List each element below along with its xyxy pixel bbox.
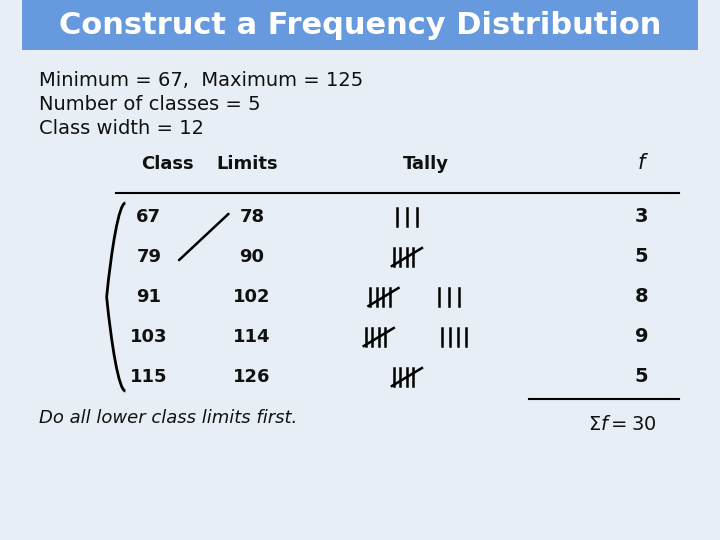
Text: 67: 67 [136, 208, 161, 226]
Text: 78: 78 [240, 208, 265, 226]
Text: Number of classes = 5: Number of classes = 5 [39, 94, 261, 113]
Text: 114: 114 [233, 328, 271, 346]
Text: 90: 90 [240, 248, 264, 266]
Text: Do all lower class limits first.: Do all lower class limits first. [39, 409, 297, 427]
Text: 91: 91 [136, 288, 161, 306]
Text: 102: 102 [233, 288, 271, 306]
Text: $\Sigma f = 30$: $\Sigma f = 30$ [588, 415, 657, 434]
Text: Construct a Frequency Distribution: Construct a Frequency Distribution [59, 10, 661, 39]
Text: Class width = 12: Class width = 12 [39, 118, 204, 138]
FancyBboxPatch shape [22, 0, 698, 50]
Text: 126: 126 [233, 368, 271, 386]
Text: f: f [638, 153, 645, 173]
Text: 8: 8 [635, 287, 648, 307]
Text: 103: 103 [130, 328, 168, 346]
Text: Tally: Tally [402, 155, 449, 173]
Text: 115: 115 [130, 368, 168, 386]
Text: 5: 5 [635, 368, 648, 387]
Text: 5: 5 [635, 247, 648, 267]
Text: 3: 3 [635, 207, 648, 226]
Text: Minimum = 67,  Maximum = 125: Minimum = 67, Maximum = 125 [39, 71, 364, 90]
Text: 79: 79 [136, 248, 161, 266]
Text: 9: 9 [635, 327, 648, 347]
Text: Limits: Limits [217, 155, 278, 173]
Text: Class: Class [141, 155, 194, 173]
